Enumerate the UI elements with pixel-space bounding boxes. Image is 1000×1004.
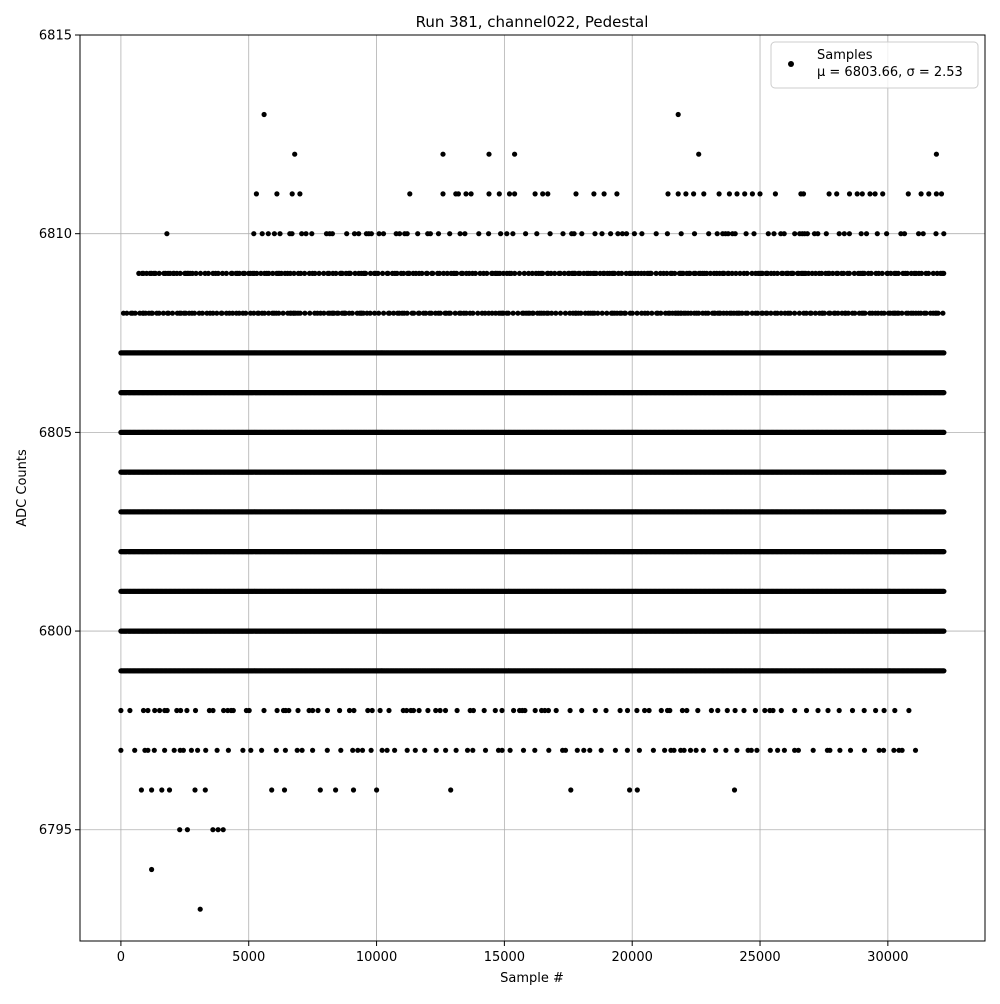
data-point xyxy=(941,589,946,594)
data-point xyxy=(941,668,946,673)
data-point xyxy=(941,549,946,554)
data-point xyxy=(941,629,946,634)
